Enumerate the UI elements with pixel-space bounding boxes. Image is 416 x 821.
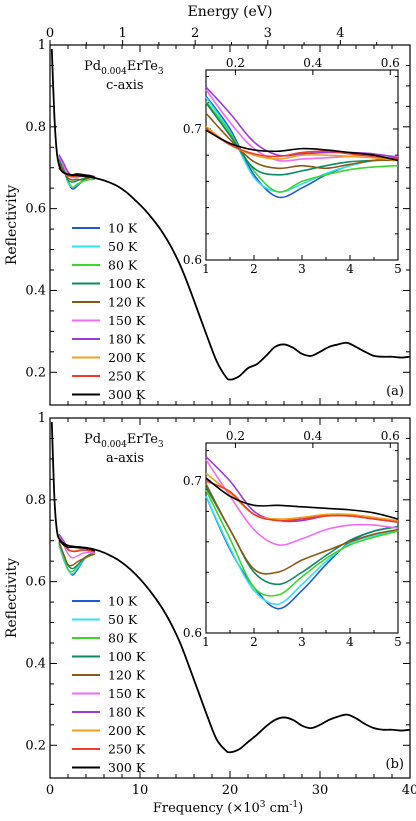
inset-curve-80k <box>205 489 399 597</box>
legend-label: 300 K <box>108 387 146 402</box>
inset-curve-250k <box>205 128 399 160</box>
sample-subscript2: 3 <box>158 67 164 77</box>
legend-label: 200 K <box>108 723 146 738</box>
legend-label: 80 K <box>108 258 138 273</box>
inset-x-tick-label: 3 <box>298 635 306 649</box>
inset-curve-80k <box>205 100 399 193</box>
y-tick-label: 0.8 <box>25 120 46 135</box>
sample-suffix: ErTe <box>127 432 158 447</box>
energy-tick-label: 0 <box>46 26 54 41</box>
inset-top-tick-label: 0.6 <box>381 56 400 70</box>
energy-tick-label: 1 <box>118 26 126 41</box>
inset-top-tick-label: 0.4 <box>303 56 322 70</box>
legend-label: 10 K <box>108 594 138 609</box>
inset-x-tick-label: 2 <box>250 262 258 276</box>
inset-curve-120k <box>205 483 399 575</box>
panel-label: (a) <box>386 384 404 399</box>
legend-label: 50 K <box>108 612 138 627</box>
x-tick-label: 20 <box>222 783 239 798</box>
y-tick-label: 0.4 <box>25 283 46 298</box>
sample-suffix: ErTe <box>127 59 158 74</box>
inset-top-tick-label: 0.6 <box>381 429 400 443</box>
legend-label: 100 K <box>108 276 146 291</box>
legend-label: 150 K <box>108 686 146 701</box>
y-tick-label: 0.6 <box>25 575 46 590</box>
inset-y-tick-label: 0.6 <box>183 253 202 267</box>
panel-a-c-axis: 0 1 2 3 40.20.40.60.81ReflectivityPd0.004ErT… <box>4 26 411 406</box>
legend-label: 100 K <box>108 649 146 664</box>
inset-curve-180k <box>205 86 399 159</box>
main-curve-120k <box>58 541 96 567</box>
main-curve-80k <box>58 542 96 573</box>
x-tick-label: 30 <box>312 783 329 798</box>
legend-label: 50 K <box>108 239 138 254</box>
inset-top-tick-label: 0.2 <box>226 429 245 443</box>
sample-subscript: 0.004 <box>101 440 127 450</box>
inset-y-tick-label: 0.6 <box>183 626 202 640</box>
energy-tick-label: 3 <box>264 26 272 41</box>
panel-b-a-axis: 0 10 20 30 40 0.2 0.4 0.6 0.8 1 Reflectivity Pd0.00… <box>4 411 416 798</box>
sample-prefix: Pd <box>84 59 101 74</box>
inset-x-tick-label: 4 <box>346 262 354 276</box>
y-tick-label: 0.6 <box>25 202 46 217</box>
legend-label: 250 K <box>108 369 146 384</box>
legend-label: 10 K <box>108 221 138 236</box>
y-tick-label: 0.8 <box>25 493 46 508</box>
inset-x-tick-label: 4 <box>346 635 354 649</box>
energy-tick-label: 2 <box>191 26 199 41</box>
inset-x-tick-label: 5 <box>394 262 402 276</box>
y-tick-label: 1 <box>38 411 46 426</box>
main-curve-common <box>50 49 411 381</box>
x-tick-label: 0 <box>46 783 54 798</box>
panel-label: (b) <box>386 757 404 772</box>
main-curve-common <box>50 422 411 754</box>
y-tick-label: 0.2 <box>25 365 46 380</box>
sample-subscript2: 3 <box>158 440 164 450</box>
energy-axis-label: Energy (eV) <box>188 4 273 20</box>
inset-curve-300k <box>205 477 399 520</box>
inset-x-tick-label: 1 <box>202 635 210 649</box>
y-tick-label: 0.4 <box>25 656 46 671</box>
y-axis-label: Reflectivity <box>4 558 20 638</box>
energy-tick-label: 4 <box>336 26 344 41</box>
sample-prefix: Pd <box>84 432 101 447</box>
legend-label: 180 K <box>108 705 146 720</box>
inset-top-tick-label: 0.2 <box>226 56 245 70</box>
legend-label: 250 K <box>108 742 146 757</box>
frequency-axis-label: Frequency (×103 cm-1) <box>153 800 303 816</box>
crystal-axis-label: c-axis <box>106 78 144 93</box>
legend-label: 120 K <box>108 295 146 310</box>
y-tick-label: 1 <box>38 38 46 53</box>
legend-label: 150 K <box>108 313 146 328</box>
sample-name: Pd0.004ErTe3 <box>84 59 164 77</box>
legend-label: 120 K <box>108 668 146 683</box>
legend-label: 180 K <box>108 332 146 347</box>
inset-y-tick-label: 0.7 <box>183 122 202 136</box>
inset-x-tick-label: 1 <box>202 262 210 276</box>
inset-curve-300k <box>205 129 399 162</box>
main-curve-150k <box>58 534 96 559</box>
y-axis-label: Reflectivity <box>4 185 20 265</box>
inset-x-tick-label: 5 <box>394 635 402 649</box>
inset-top-tick-label: 0.4 <box>303 429 322 443</box>
sample-subscript: 0.004 <box>101 67 127 77</box>
inset-curve-250k <box>205 480 399 523</box>
inset-plot: 1 2 3 4 5 0.2 0.4 0.6 0.6 0.7 <box>183 56 402 276</box>
x-tick-label: 10 <box>132 783 149 798</box>
inset-x-tick-label: 3 <box>298 262 306 276</box>
crystal-axis-label: a-axis <box>106 451 144 466</box>
legend-label: 80 K <box>108 631 138 646</box>
legend-label: 300 K <box>108 760 146 775</box>
y-tick-label: 0.2 <box>25 738 46 753</box>
inset-curve-50k <box>205 495 399 606</box>
legend-label: 200 K <box>108 350 146 365</box>
inset-x-tick-label: 2 <box>250 635 258 649</box>
x-tick-label: 40 <box>402 783 416 798</box>
sample-name: Pd0.004ErTe3 <box>84 432 164 450</box>
inset-y-tick-label: 0.7 <box>183 474 202 488</box>
inset-plot: 1 2 3 4 5 0.2 0.4 0.6 0.6 0.7 <box>183 429 402 649</box>
inset-curve-150k <box>205 459 399 546</box>
